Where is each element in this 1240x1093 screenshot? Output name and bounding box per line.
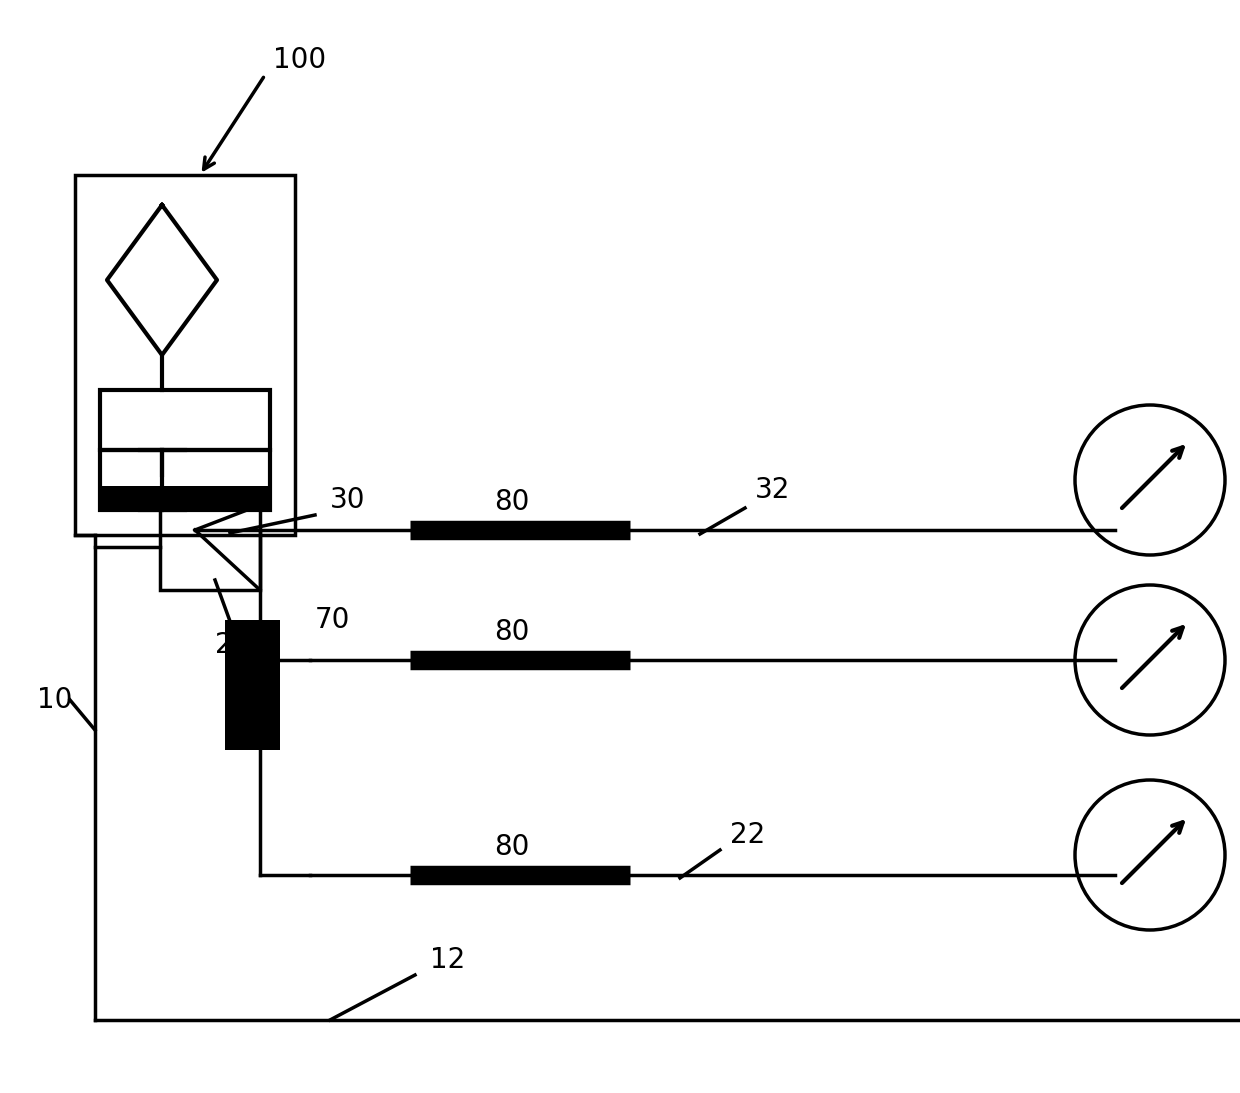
Text: 12: 12 xyxy=(430,947,465,974)
Bar xyxy=(260,640,280,730)
Text: 22: 22 xyxy=(730,821,765,849)
Text: 20: 20 xyxy=(215,631,250,659)
Bar xyxy=(224,620,280,750)
Text: 80: 80 xyxy=(495,487,529,516)
Text: 30: 30 xyxy=(330,486,366,514)
Text: 100: 100 xyxy=(274,46,326,74)
Text: 32: 32 xyxy=(755,475,790,504)
Bar xyxy=(100,450,270,510)
Text: 80: 80 xyxy=(495,618,529,646)
Bar xyxy=(100,390,270,450)
Text: 80: 80 xyxy=(495,833,529,861)
Text: 70: 70 xyxy=(315,606,351,634)
Bar xyxy=(74,175,295,534)
Bar xyxy=(100,486,270,510)
Bar xyxy=(160,505,260,590)
Bar xyxy=(229,620,280,750)
Text: 10: 10 xyxy=(37,686,73,714)
